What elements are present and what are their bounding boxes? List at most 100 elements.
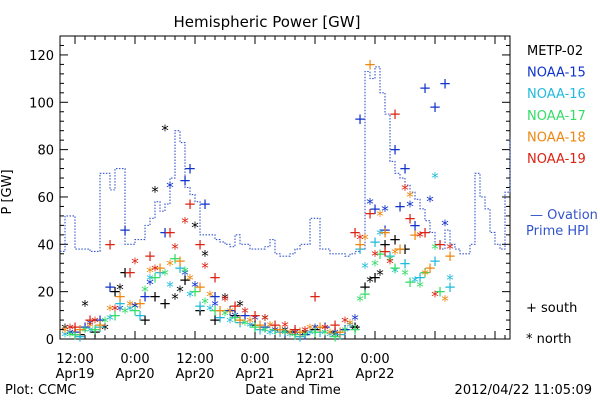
marker-south: + xyxy=(89,321,102,339)
marker-south: + xyxy=(234,313,247,331)
marker-north: * xyxy=(441,292,449,310)
marker-north: * xyxy=(226,313,234,331)
marker-south: + xyxy=(149,287,162,305)
marker-north: * xyxy=(431,287,439,305)
marker-north: * xyxy=(431,240,439,258)
marker-north: * xyxy=(356,231,364,249)
marker-north: * xyxy=(91,313,99,331)
symbol-legend-south: + south xyxy=(526,301,577,316)
marker-north: * xyxy=(181,266,189,284)
y-tick-label: 100 xyxy=(29,96,54,111)
marker-north: * xyxy=(421,266,429,284)
marker-north: * xyxy=(131,299,139,317)
marker-south: + xyxy=(269,321,282,339)
ovation-legend-line1: — Ovation xyxy=(530,208,598,223)
marker-north: * xyxy=(366,273,374,291)
marker-north: * xyxy=(301,323,309,341)
x-tick-label-date: Apr20 xyxy=(175,367,214,382)
marker-south: + xyxy=(349,321,362,339)
marker-north: * xyxy=(246,313,254,331)
marker-south: + xyxy=(74,321,87,339)
marker-north: * xyxy=(351,311,359,329)
marker-north: * xyxy=(116,280,124,298)
marker-north: * xyxy=(161,122,169,140)
marker-south: + xyxy=(404,273,417,291)
marker-north: * xyxy=(221,306,229,324)
marker-north: * xyxy=(101,313,109,331)
ovation-legend-line2: Prime HPI xyxy=(526,224,589,239)
marker-north: * xyxy=(321,321,329,339)
marker-north: * xyxy=(181,214,189,232)
marker-south: + xyxy=(209,268,222,286)
marker-south: + xyxy=(184,195,197,213)
marker-north: * xyxy=(86,318,94,336)
y-axis: 0 20 40 60 80 100 120 xyxy=(29,35,510,348)
marker-north: * xyxy=(146,271,154,289)
marker-south: + xyxy=(154,264,167,282)
marker-south: + xyxy=(79,318,92,336)
marker-south: + xyxy=(289,325,302,343)
marker-south: + xyxy=(194,278,207,296)
marker-north: * xyxy=(181,264,189,282)
y-tick-label: 80 xyxy=(37,144,54,159)
marker-south: + xyxy=(74,325,87,343)
marker-north: * xyxy=(66,325,74,343)
marker-south: + xyxy=(379,221,392,239)
legend-entry: NOAA-17 xyxy=(527,109,586,124)
marker-north: * xyxy=(226,304,234,322)
marker-north: * xyxy=(231,309,239,327)
marker-north: * xyxy=(341,313,349,331)
marker-south: + xyxy=(429,252,442,270)
marker-north: * xyxy=(441,216,449,234)
marker-south: + xyxy=(109,306,122,324)
marker-south: + xyxy=(294,323,307,341)
y-tick-label: 40 xyxy=(37,238,54,253)
marker-south: + xyxy=(134,294,147,312)
marker-south: + xyxy=(214,302,227,320)
satellite-markers: + +++++++++ ++ + + + + ++++++************ *** * * *… xyxy=(61,55,456,345)
marker-north: * xyxy=(146,276,154,294)
marker-south: + xyxy=(69,323,82,341)
marker-south: + xyxy=(289,323,302,341)
x-tick-label-date: Apr22 xyxy=(355,367,394,382)
marker-south: + xyxy=(299,325,312,343)
marker-south: + xyxy=(169,250,182,268)
marker-south: + xyxy=(274,321,287,339)
marker-north: * xyxy=(221,290,229,308)
x-tick-label-date: Apr21 xyxy=(295,367,334,382)
marker-north: * xyxy=(381,202,389,220)
marker-north: * xyxy=(166,278,174,296)
marker-north: * xyxy=(416,278,424,296)
marker-north: * xyxy=(271,323,279,341)
marker-south: + xyxy=(424,259,437,277)
marker-south: + xyxy=(209,287,222,305)
marker-north: * xyxy=(331,328,339,346)
marker-north: * xyxy=(61,321,69,339)
marker-north: * xyxy=(326,328,334,346)
marker-north: * xyxy=(376,207,384,225)
symbol-legend-north: * north xyxy=(526,332,572,347)
marker-south: + xyxy=(359,285,372,303)
marker-south: + xyxy=(329,323,342,341)
marker-north: * xyxy=(326,325,334,343)
marker-north: * xyxy=(236,297,244,315)
marker-north: * xyxy=(241,304,249,322)
x-tick-label-date: Apr20 xyxy=(115,367,154,382)
marker-north: * xyxy=(86,323,94,341)
marker-north: * xyxy=(386,252,394,270)
chart-title: Hemispheric Power [GW] xyxy=(174,13,361,31)
marker-south: + xyxy=(89,323,102,341)
x-tick-label-time: 0:00 xyxy=(120,352,149,367)
marker-south: + xyxy=(399,160,412,178)
marker-south: + xyxy=(419,264,432,282)
marker-south: + xyxy=(379,242,392,260)
marker-north: * xyxy=(121,304,129,322)
marker-north: * xyxy=(66,328,74,346)
marker-south: + xyxy=(159,223,172,241)
marker-north: * xyxy=(281,323,289,341)
marker-south: + xyxy=(159,294,172,312)
marker-south: + xyxy=(374,245,387,263)
marker-south: + xyxy=(379,235,392,253)
marker-south: + xyxy=(369,200,382,218)
marker-north: * xyxy=(311,321,319,339)
